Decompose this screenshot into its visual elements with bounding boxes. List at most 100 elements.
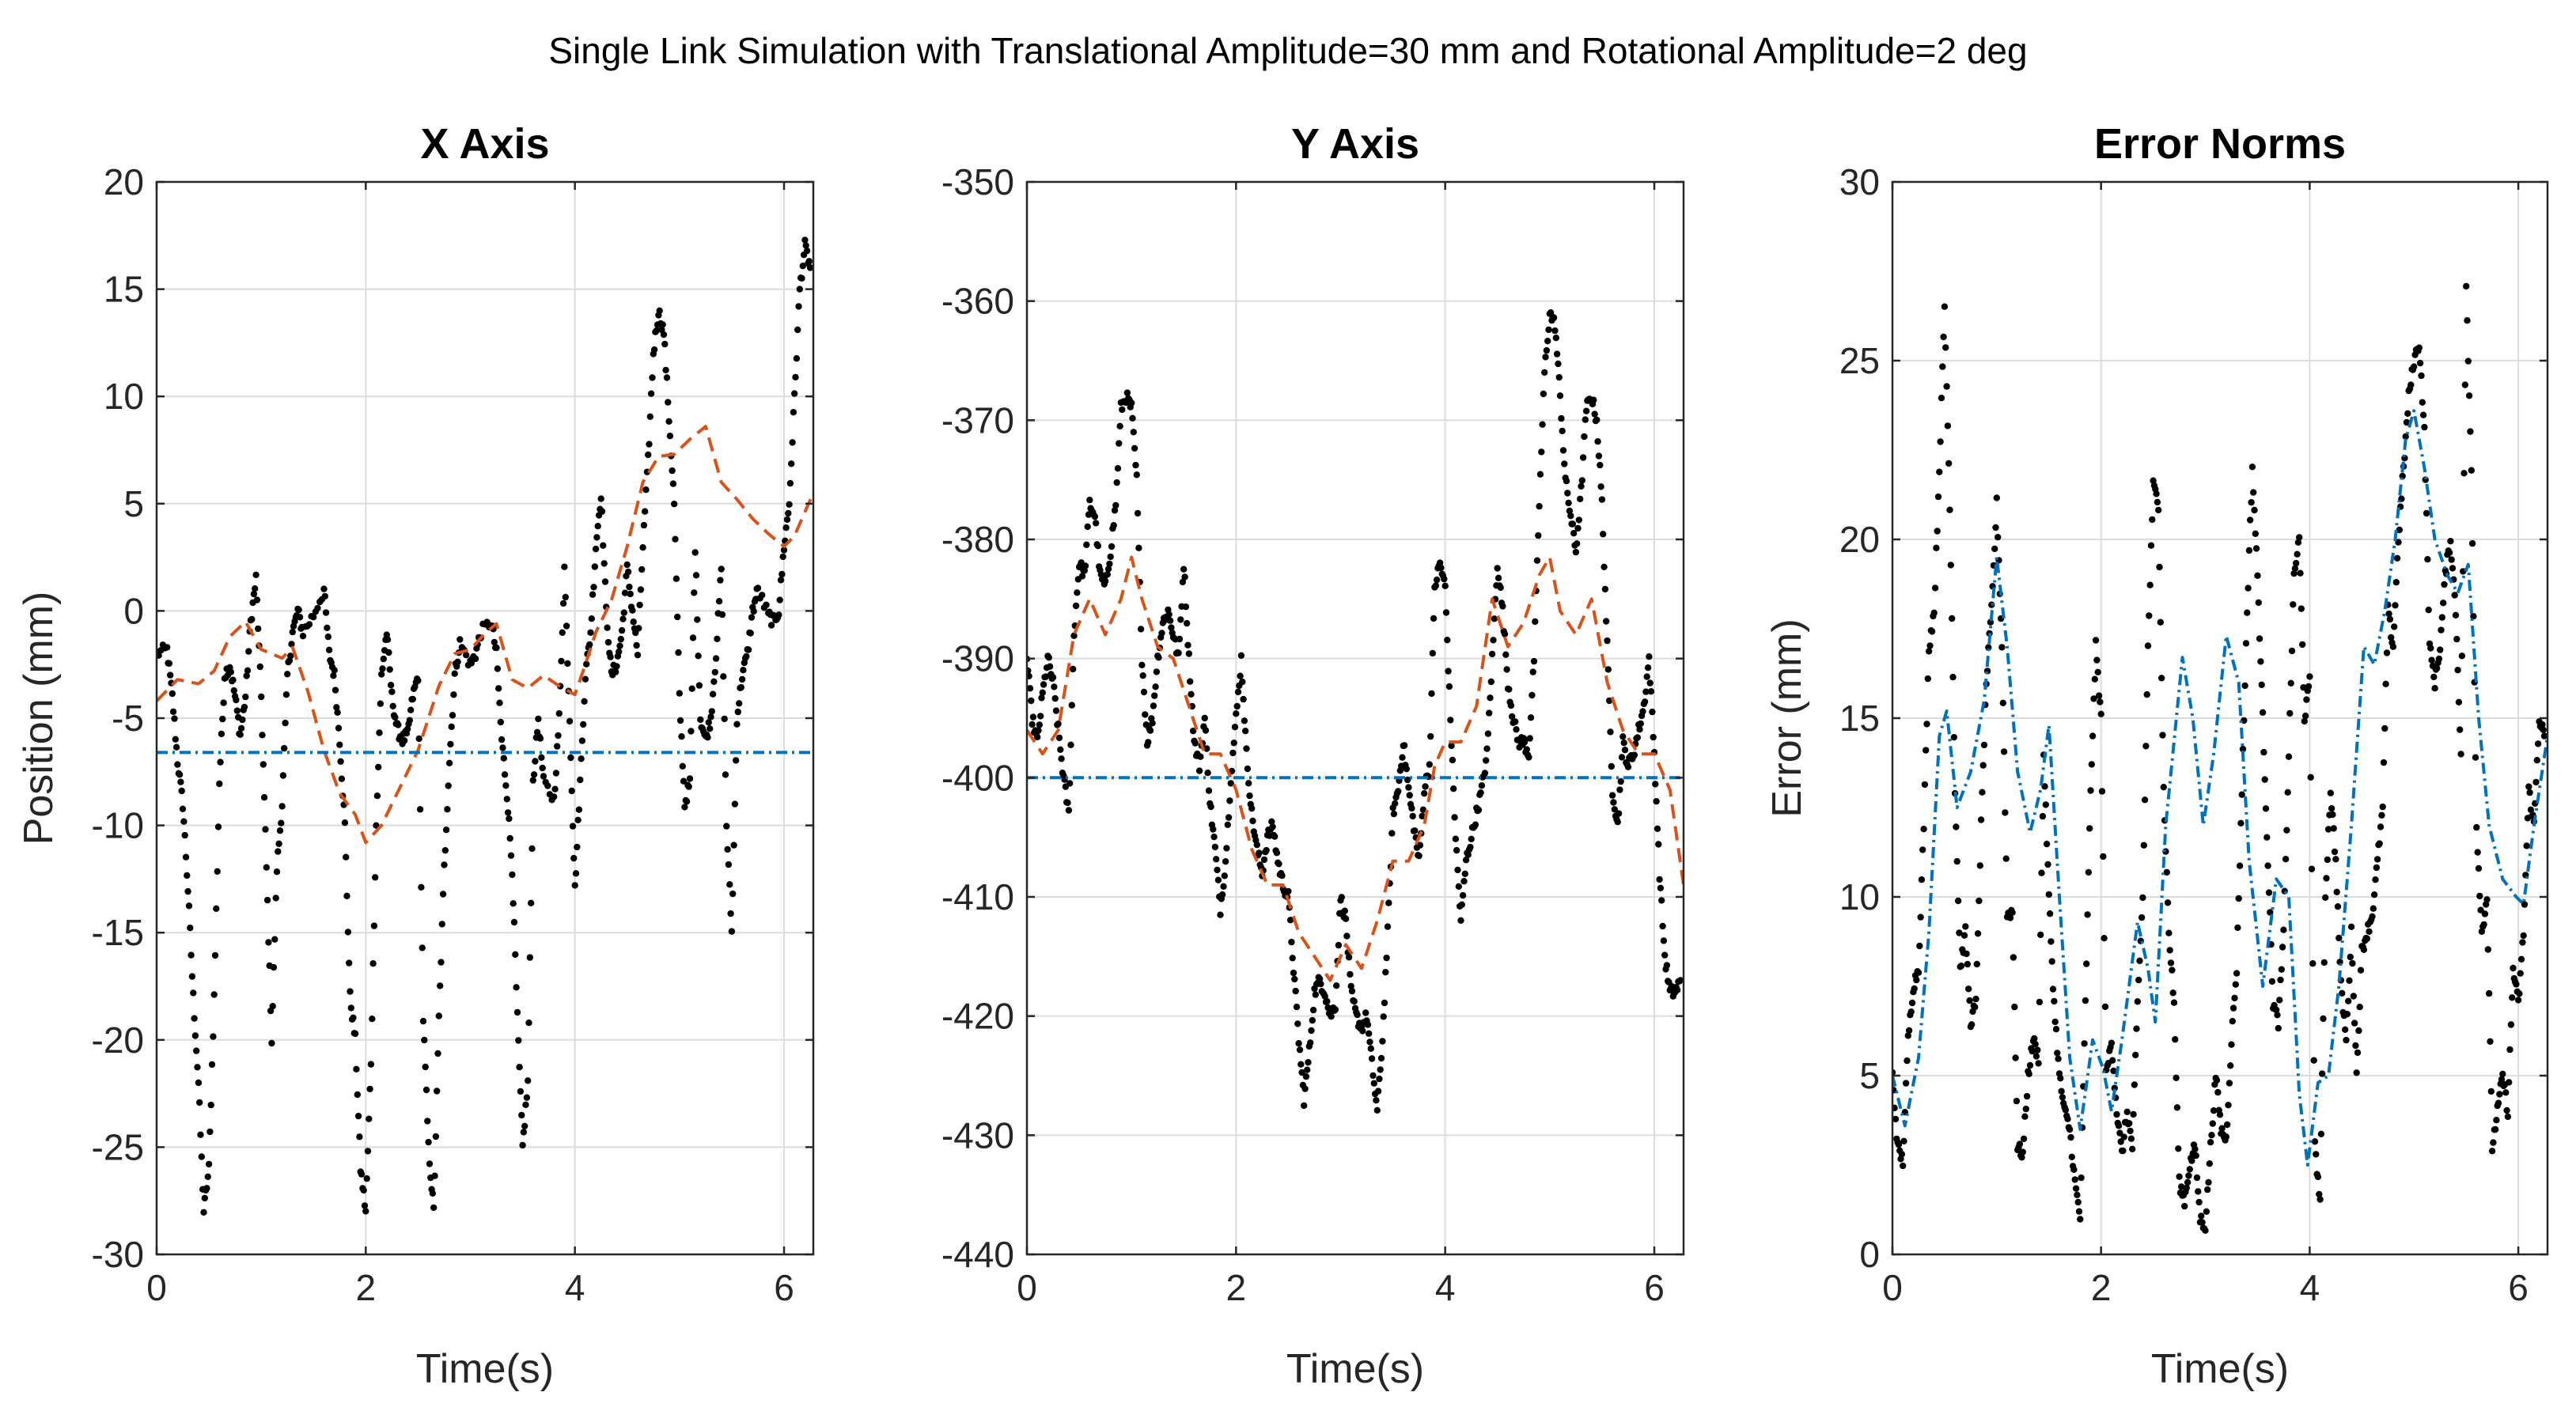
data-point <box>2136 957 2143 965</box>
data-point <box>1104 571 1112 578</box>
data-point <box>2016 1141 2024 1148</box>
data-point <box>1979 762 1987 769</box>
data-point <box>2252 545 2260 552</box>
data-point <box>2424 556 2431 563</box>
data-point <box>1338 894 1346 901</box>
data-point <box>2186 1166 2193 1173</box>
data-point <box>2062 1106 2070 1114</box>
data-point <box>1426 761 1434 768</box>
data-point <box>2540 726 2547 733</box>
data-point <box>2506 1079 2513 1086</box>
data-point <box>587 629 594 636</box>
data-point <box>2449 565 2457 572</box>
data-point <box>1579 454 1587 461</box>
data-point <box>439 891 447 898</box>
data-point <box>331 687 339 694</box>
data-point <box>2345 997 2352 1004</box>
data-point <box>1428 690 1435 698</box>
data-point <box>2245 547 2253 554</box>
data-point <box>778 570 786 578</box>
data-point <box>2163 868 2170 876</box>
data-point <box>2383 649 2391 656</box>
data-point <box>2127 1127 2134 1135</box>
data-point <box>517 1088 525 1095</box>
data-point <box>360 1186 367 1194</box>
data-point <box>1226 797 1233 804</box>
data-point <box>2487 1038 2494 1046</box>
data-point <box>203 1185 210 1192</box>
y-tick-label: -350 <box>941 161 1014 202</box>
data-point <box>2470 613 2477 620</box>
data-point <box>2169 989 2176 997</box>
data-point <box>2392 602 2399 609</box>
data-point <box>1152 683 1159 690</box>
data-point <box>493 644 500 652</box>
data-point <box>2396 526 2403 534</box>
data-point <box>1570 530 1578 537</box>
data-point <box>1963 950 1970 958</box>
data-point <box>2257 658 2264 665</box>
data-point <box>1139 672 1146 679</box>
y-tick-label: -15 <box>92 912 144 953</box>
data-point <box>1301 1085 1309 1092</box>
data-point <box>728 928 736 935</box>
data-point <box>1438 564 1445 571</box>
data-point <box>551 793 558 800</box>
data-point <box>2448 556 2455 563</box>
data-point <box>1243 745 1250 752</box>
data-point <box>2166 947 2173 954</box>
data-point <box>354 1091 361 1099</box>
data-point <box>1275 861 1282 868</box>
data-point <box>256 663 263 671</box>
data-point <box>1658 897 1665 904</box>
data-point <box>636 601 643 609</box>
data-point <box>1201 714 1208 722</box>
data-point <box>1441 575 1448 583</box>
data-point <box>513 1008 521 1016</box>
data-point <box>1979 789 1986 796</box>
data-point <box>2265 889 2273 896</box>
y-tick-label: -20 <box>92 1019 144 1061</box>
data-point <box>442 827 450 834</box>
data-point <box>2081 1040 2088 1047</box>
data-point <box>1149 720 1156 727</box>
data-point <box>535 715 542 723</box>
x-axis-label: Time(s) <box>2151 1346 2289 1392</box>
y-tick-label: -30 <box>92 1234 144 1275</box>
data-point <box>1551 327 1559 335</box>
data-point <box>255 625 262 633</box>
data-point <box>722 771 729 778</box>
data-point <box>621 589 629 596</box>
data-point <box>190 989 197 997</box>
data-point <box>2176 1173 2183 1180</box>
data-point <box>169 690 176 698</box>
data-point <box>1405 784 1412 791</box>
data-point <box>1204 770 1211 777</box>
data-point <box>1333 982 1340 989</box>
data-point <box>691 549 699 556</box>
data-point <box>275 848 282 855</box>
data-point <box>499 744 506 751</box>
data-point <box>598 508 606 515</box>
data-point <box>2229 1004 2237 1012</box>
data-point <box>767 622 775 629</box>
data-point <box>1112 501 1119 509</box>
data-point <box>1644 664 1652 671</box>
data-point <box>1972 1004 1979 1011</box>
data-point <box>2032 1053 2040 1060</box>
data-point <box>1433 576 1441 584</box>
data-point <box>1563 478 1570 485</box>
data-point <box>1395 788 1402 795</box>
x-tick-label: 6 <box>774 1267 794 1308</box>
data-point <box>178 787 185 795</box>
data-point <box>1902 1080 1910 1087</box>
data-point <box>2089 732 2097 740</box>
data-point <box>2464 317 2471 324</box>
data-point <box>1129 414 1136 422</box>
data-point <box>2503 1106 2510 1114</box>
data-point <box>604 638 612 646</box>
data-point <box>258 693 265 701</box>
data-point <box>794 326 801 334</box>
data-point <box>2502 1089 2510 1096</box>
data-point <box>1286 917 1294 924</box>
